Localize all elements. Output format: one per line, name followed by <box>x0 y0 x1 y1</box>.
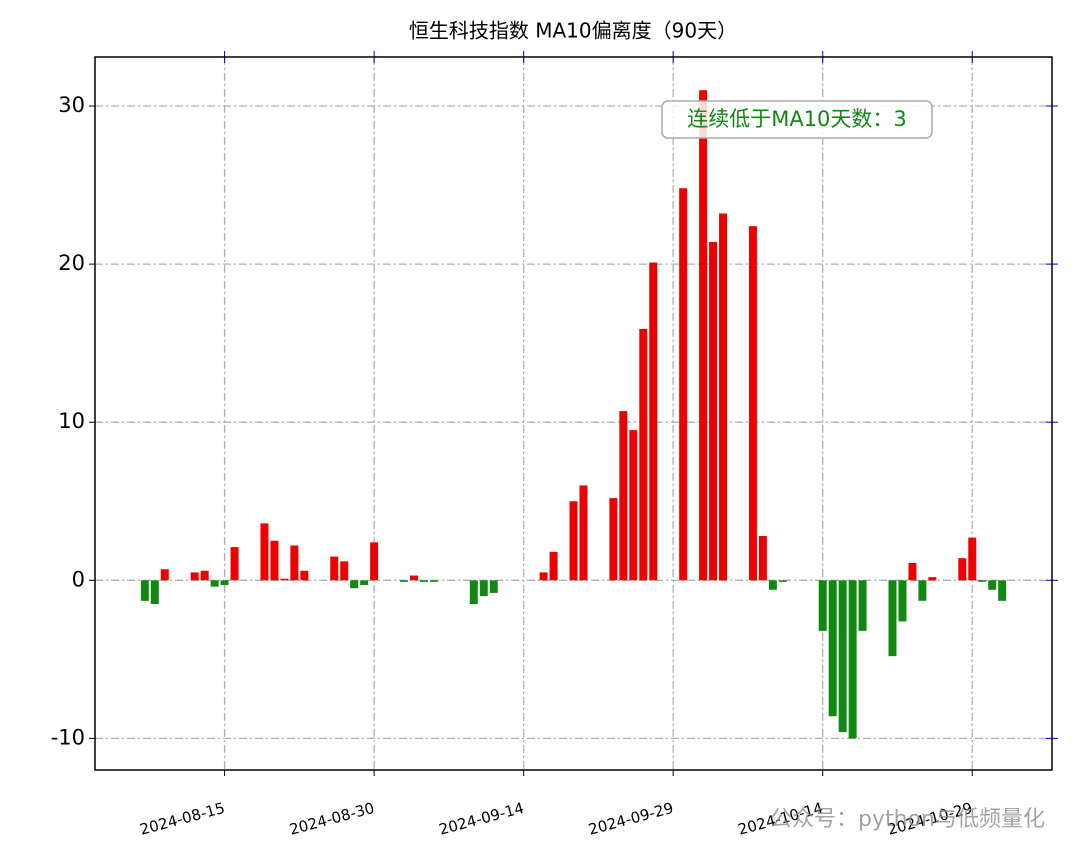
bar <box>360 580 369 586</box>
bar <box>768 580 777 590</box>
bar <box>419 580 428 582</box>
bar <box>469 580 478 605</box>
annotation: 连续低于MA10天数：3 <box>687 107 907 131</box>
bar <box>928 577 937 581</box>
bar <box>858 580 867 631</box>
bar <box>290 545 299 581</box>
bar <box>968 537 977 581</box>
bar <box>270 540 279 581</box>
bar <box>230 547 239 581</box>
bar <box>619 411 628 581</box>
bar <box>709 241 718 581</box>
bar <box>908 562 917 581</box>
bar <box>699 90 708 581</box>
bar <box>719 213 728 581</box>
bar <box>539 572 548 581</box>
bar <box>300 570 309 581</box>
bar <box>370 542 379 581</box>
bar <box>818 580 827 631</box>
bar <box>340 561 349 581</box>
bar <box>778 580 787 582</box>
y-tick-label: 10 <box>58 409 85 433</box>
y-tick-label: 30 <box>58 93 85 117</box>
bar <box>988 580 997 590</box>
bar <box>489 580 498 593</box>
bar <box>569 501 578 581</box>
bar <box>150 580 159 605</box>
bar <box>679 188 688 581</box>
bar <box>190 572 199 581</box>
bar <box>260 523 269 581</box>
bar <box>828 580 837 717</box>
annotation-box <box>661 100 933 139</box>
bar <box>140 580 149 601</box>
y-tick-label: 20 <box>58 251 85 275</box>
bar <box>410 575 418 581</box>
bar <box>918 580 927 601</box>
bar <box>748 226 757 581</box>
chart-title: 恒生科技指数 MA10偏离度（90天） <box>409 19 737 43</box>
y-tick-label: 0 <box>72 567 85 591</box>
bar <box>629 430 638 581</box>
bar <box>579 485 588 581</box>
bar <box>549 551 558 581</box>
bar <box>958 558 967 581</box>
bar <box>758 536 767 581</box>
bar <box>210 580 219 587</box>
bar <box>330 556 339 581</box>
bar <box>479 580 488 597</box>
watermark: 公众号：python与低频量化 <box>770 807 1045 832</box>
plot-frame <box>94 56 1053 771</box>
bar <box>639 328 648 581</box>
bar <box>280 578 289 581</box>
bar <box>609 498 618 581</box>
bar <box>429 580 438 582</box>
bar <box>160 569 169 581</box>
bar <box>848 580 857 739</box>
bar <box>220 580 229 586</box>
bar <box>200 570 209 581</box>
bar <box>400 580 409 582</box>
bar <box>649 262 658 581</box>
bar <box>998 580 1007 601</box>
y-tick-label: -10 <box>51 725 85 749</box>
bar <box>838 580 847 733</box>
bar <box>888 580 897 657</box>
bar <box>898 580 907 622</box>
bar <box>978 580 987 582</box>
bar <box>350 580 359 589</box>
